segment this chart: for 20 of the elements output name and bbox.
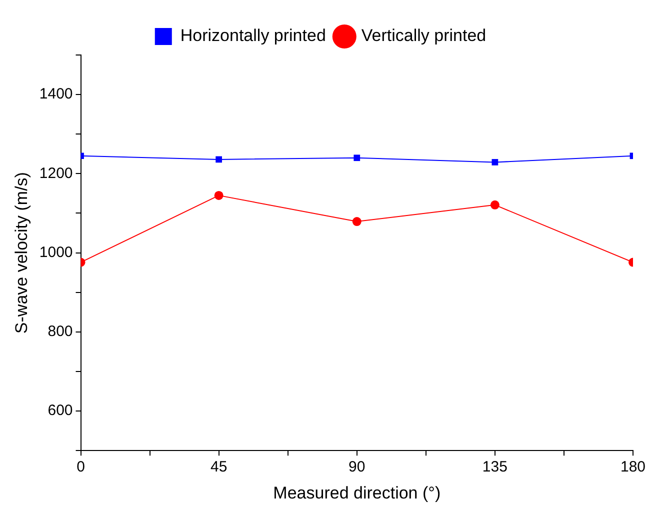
point [352,217,362,226]
legend-label: Horizontally printed [180,26,326,46]
y-tick-label: 1000 [39,244,73,261]
point [492,159,498,166]
point [354,154,360,162]
y-tick-label: 1400 [39,86,73,103]
x-axis-title: Measured direction (°) [273,483,441,502]
point [214,190,224,200]
point [490,200,500,210]
x-tick-label: 180 [620,458,646,476]
x-tick-label: 0 [76,458,85,476]
x-tick-label: 135 [482,458,508,476]
y-tick-label: 600 [48,402,73,420]
x-tick-label: 90 [348,458,366,476]
point [216,156,222,163]
y-tick-label: 800 [48,323,73,340]
y-axis-title: S-wave velocity (m/s) [12,172,31,334]
legend-label: Vertically printed [361,26,486,46]
x-tick-label: 45 [210,458,228,476]
y-tick-label: 1200 [39,164,73,182]
